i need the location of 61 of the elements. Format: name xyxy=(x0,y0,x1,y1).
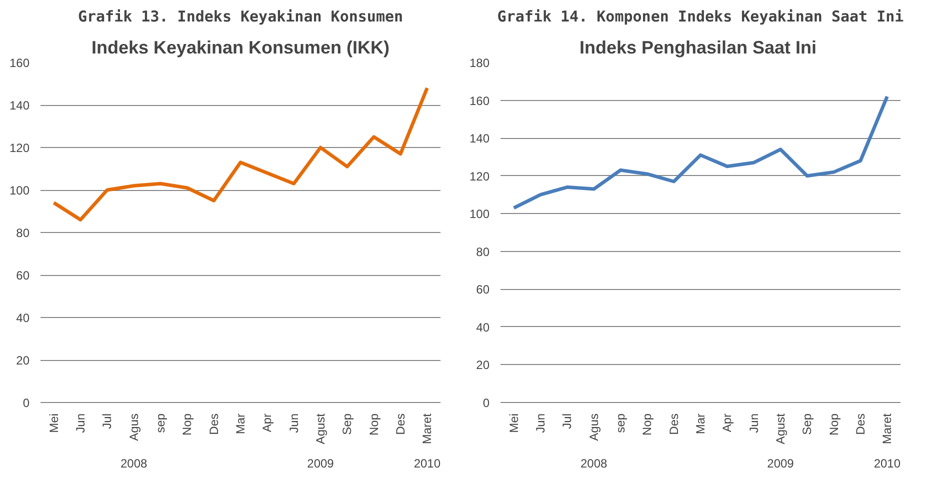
y-tick-label: 140 xyxy=(9,98,30,112)
text: 2008 xyxy=(120,456,148,470)
x-tick-label: Jul xyxy=(560,413,574,429)
y-tick-label: 40 xyxy=(476,320,490,334)
x-tick-label: Apr xyxy=(260,413,274,432)
x-tick-label: Agust xyxy=(314,412,328,444)
y-tick-label: 100 xyxy=(469,207,490,222)
x-tick-label: Mar xyxy=(694,413,708,434)
x-tick-label: Des xyxy=(394,413,408,435)
y-tick-label: 120 xyxy=(469,169,490,184)
x-tick-label: Sep xyxy=(340,413,354,435)
y-tick-label: 180 xyxy=(469,56,490,70)
y-tick-label: 160 xyxy=(9,56,30,70)
y-tick-label: 60 xyxy=(476,282,490,297)
x-tick-label: Sep xyxy=(800,413,814,435)
text: 2009 xyxy=(767,456,794,470)
y-tick-label: 80 xyxy=(476,244,490,259)
y-tick-label: 120 xyxy=(9,141,30,155)
x-tick-label: Jun xyxy=(534,413,548,433)
x-tick-label: Agust xyxy=(774,412,788,444)
x-tick-label: Nop xyxy=(180,413,194,436)
x-tick-label: Des xyxy=(206,413,221,435)
x-tick-label: Apr xyxy=(720,413,734,432)
line-series xyxy=(512,94,889,210)
x-tick-label: sep xyxy=(614,413,628,433)
x-tick-label: Des xyxy=(666,413,681,435)
x-tick-label: Jun xyxy=(286,413,301,433)
x-tick-label: Maret xyxy=(880,412,894,444)
y-tick-label: 100 xyxy=(9,184,30,198)
text: 2008 xyxy=(580,456,608,470)
x-tick-label: Agus xyxy=(586,413,601,441)
y-tick-label: 60 xyxy=(16,268,30,282)
x-tick-label: Jul xyxy=(100,413,114,429)
chart-title: Grafik 13. Indeks Keyakinan Konsumen xyxy=(78,8,404,26)
x-tick-label: Mei xyxy=(46,413,61,433)
y-tick-label: 160 xyxy=(469,94,490,108)
x-tick-label: Nop xyxy=(366,413,381,436)
text: 2009 xyxy=(307,456,334,470)
text: 2010 xyxy=(414,456,441,470)
y-tick-label: 0 xyxy=(482,396,490,410)
x-tick-label: Agus xyxy=(126,413,141,441)
y-tick-label: 20 xyxy=(476,358,490,372)
x-tick-label: Mar xyxy=(234,413,248,434)
x-tick-label: Jun xyxy=(74,413,88,433)
y-tick-label: 0 xyxy=(22,396,30,410)
x-tick-label: Jun xyxy=(746,413,761,433)
chart-subtitle: Indeks Keyakinan Konsumen (IKK) xyxy=(91,38,390,58)
x-tick-label: sep xyxy=(154,413,168,433)
y-tick-label: 20 xyxy=(16,354,30,368)
line-series xyxy=(52,86,429,222)
y-tick-label: 140 xyxy=(469,132,490,146)
x-tick-label: Des xyxy=(854,413,868,435)
chart-subtitle: Indeks Penghasilan Saat Ini xyxy=(579,38,817,58)
x-tick-label: Nop xyxy=(640,413,654,436)
y-tick-label: 40 xyxy=(16,311,30,325)
x-tick-label: Mei xyxy=(506,413,521,433)
y-tick-label: 80 xyxy=(16,226,30,240)
text: 2010 xyxy=(874,456,901,470)
chart-title: Grafik 14. Komponen Indeks Keyakinan Saat Ini xyxy=(497,8,904,26)
x-tick-label: Maret xyxy=(420,412,434,444)
x-tick-label: Nop xyxy=(826,413,841,436)
